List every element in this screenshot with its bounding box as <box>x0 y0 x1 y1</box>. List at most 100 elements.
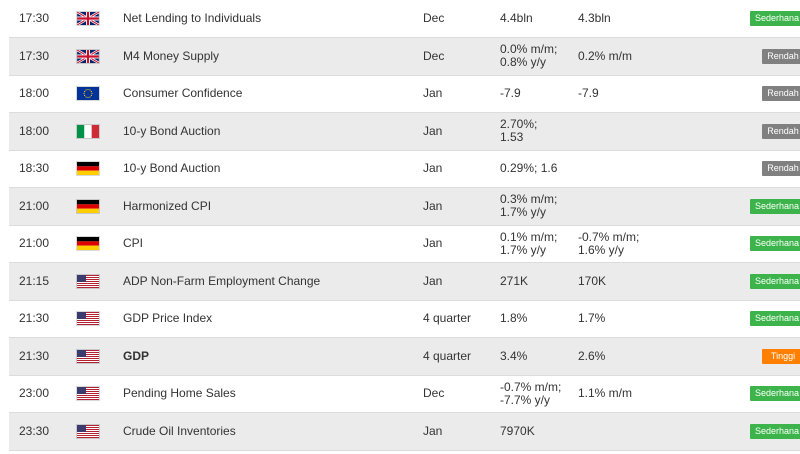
forecast-value-line-1: -0.7% m/m; <box>578 229 640 244</box>
table-row[interactable]: 23:30 Crude Oil Inventories Jan 7970K Seder… <box>9 412 800 451</box>
impact-cell: Sederhana <box>738 262 800 301</box>
country-flag-cell <box>77 225 123 263</box>
actual-value-cell: 0.0% m/m; 0.8% y/y <box>500 37 578 76</box>
actual-value-cell: 4.4bln <box>500 0 578 38</box>
forecast-value-cell <box>578 187 738 226</box>
actual-value-line-1: 0.0% m/m; <box>500 42 558 57</box>
germany-flag-icon <box>77 162 99 176</box>
table-row[interactable]: 21:30 GDP 4 quarter 3.4% 2.6% Tinggi <box>9 337 800 376</box>
impact-cell: Sederhana <box>738 300 800 338</box>
table-row[interactable]: 21:30 GDP Price Index 4 quarter 1.8% 1.7% Se… <box>9 300 800 338</box>
event-period: Dec <box>423 0 500 38</box>
event-period: Jan <box>423 412 500 451</box>
event-name[interactable]: M4 Money Supply <box>123 48 220 63</box>
event-name[interactable]: Pending Home Sales <box>123 386 236 401</box>
impact-badge: Rendah <box>762 48 800 64</box>
event-period: Jan <box>423 187 500 226</box>
forecast-value-cell: -7.9 <box>578 75 738 113</box>
italy-flag-icon <box>77 124 99 138</box>
impact-cell: Sederhana <box>738 187 800 226</box>
forecast-value-line-1: -7.9 <box>578 86 599 101</box>
event-time: 21:00 <box>9 225 77 263</box>
usa-flag-icon <box>77 312 99 326</box>
impact-cell: Rendah <box>738 75 800 113</box>
event-period: Jan <box>423 112 500 151</box>
event-name[interactable]: CPI <box>123 236 144 251</box>
country-flag-cell <box>77 0 123 38</box>
actual-value-line-1: -0.7% m/m; <box>500 379 562 394</box>
country-flag-cell <box>77 262 123 301</box>
event-name[interactable]: 10-y Bond Auction <box>123 161 221 176</box>
actual-value-line-1: 7970K <box>500 423 535 438</box>
event-time: 23:30 <box>9 412 77 451</box>
impact-badge: Rendah <box>762 123 800 139</box>
forecast-value-cell: 1.7% <box>578 300 738 338</box>
event-time: 17:30 <box>9 0 77 38</box>
event-name[interactable]: GDP Price Index <box>123 311 213 326</box>
event-name-cell: GDP <box>123 337 423 376</box>
event-name[interactable]: ADP Non-Farm Employment Change <box>123 273 321 288</box>
impact-badge: Rendah <box>762 86 800 102</box>
actual-value-line-1: 0.29%; 1.6 <box>500 161 558 176</box>
table-row[interactable]: 18:30 10-y Bond Auction Jan 0.29%; 1.6 Rend… <box>9 150 800 188</box>
event-period: Jan <box>423 262 500 301</box>
event-period: Dec <box>423 37 500 76</box>
actual-value-line-1: -7.9 <box>500 86 521 101</box>
event-name[interactable]: 10-y Bond Auction <box>123 123 221 138</box>
event-name[interactable]: Net Lending to Individuals <box>123 11 262 25</box>
event-time: 18:00 <box>9 112 77 151</box>
impact-badge: Rendah <box>762 161 800 177</box>
event-name-cell: Consumer Confidence <box>123 75 423 113</box>
event-time: 18:00 <box>9 75 77 113</box>
actual-value-line-1: 4.4bln <box>500 11 533 25</box>
forecast-value-cell: 0.2% m/m <box>578 37 738 76</box>
country-flag-cell <box>77 75 123 113</box>
country-flag-cell <box>77 300 123 338</box>
actual-value-cell: 0.3% m/m; 1.7% y/y <box>500 187 578 226</box>
event-name-cell: Harmonized CPI <box>123 187 423 226</box>
actual-value-cell: 7970K <box>500 412 578 451</box>
event-time: 17:30 <box>9 37 77 76</box>
eu-flag-icon <box>77 87 99 101</box>
usa-flag-icon <box>77 349 99 363</box>
forecast-value-cell: -0.7% m/m; 1.6% y/y <box>578 225 738 263</box>
forecast-value-cell <box>578 412 738 451</box>
actual-value-line-2: 0.8% y/y <box>500 55 547 70</box>
forecast-value-line-1: 0.2% m/m <box>578 48 633 63</box>
event-name-cell: GDP Price Index <box>123 300 423 338</box>
event-name[interactable]: Crude Oil Inventories <box>123 423 236 438</box>
impact-badge: Sederhana <box>749 386 800 402</box>
table-row[interactable]: 17:30 Net Lending to Individuals Dec 4.4bl… <box>9 0 800 38</box>
event-name[interactable]: GDP <box>123 348 150 363</box>
event-name-cell: M4 Money Supply <box>123 37 423 76</box>
impact-cell: Rendah <box>738 150 800 188</box>
country-flag-cell <box>77 375 123 413</box>
event-time: 21:30 <box>9 337 77 376</box>
event-name[interactable]: Harmonized CPI <box>123 198 212 213</box>
impact-cell: Rendah <box>738 37 800 76</box>
forecast-value-line-1: 1.1% m/m <box>578 386 633 401</box>
forecast-value-line-1: 1.7% <box>578 311 606 326</box>
actual-value-line-1: 0.1% m/m; <box>500 229 558 244</box>
table-row[interactable]: 23:00 Pending Home Sales Dec -0.7% m/m; -7.… <box>9 375 800 413</box>
actual-value-cell: 1.8% <box>500 300 578 338</box>
table-row[interactable]: 21:15 ADP Non-Farm Employment Change Jan 2… <box>9 262 800 301</box>
table-row[interactable]: 18:00 Consumer Confidence Jan -7.9 -7.9 Rend… <box>9 75 800 113</box>
table-row[interactable]: 21:00 CPI Jan 0.1% m/m; 1.7% y/y -0.7% m/m; 1… <box>9 225 800 263</box>
event-name[interactable]: Consumer Confidence <box>123 86 243 101</box>
impact-cell: Sederhana <box>738 375 800 413</box>
table-row[interactable]: 18:00 10-y Bond Auction Jan 2.70%; 1.53 Rend… <box>9 112 800 151</box>
country-flag-cell <box>77 337 123 376</box>
actual-value-cell: -0.7% m/m; -7.7% y/y <box>500 375 578 413</box>
event-period: Jan <box>423 150 500 188</box>
table-row[interactable]: 17:30 M4 Money Supply Dec 0.0% m/m; 0.8% y/… <box>9 37 800 76</box>
actual-value-cell: 0.1% m/m; 1.7% y/y <box>500 225 578 263</box>
actual-value-line-1: 271K <box>500 273 529 288</box>
forecast-value-cell: 1.1% m/m <box>578 375 738 413</box>
event-name-cell: Pending Home Sales <box>123 375 423 413</box>
economic-calendar-table: 17:30 Net Lending to Individuals Dec 4.4bl… <box>9 0 800 451</box>
impact-badge: Sederhana <box>749 423 800 439</box>
actual-value-cell: -7.9 <box>500 75 578 113</box>
uk-flag-icon <box>77 12 99 26</box>
table-row[interactable]: 21:00 Harmonized CPI Jan 0.3% m/m; 1.7% y/y… <box>9 187 800 226</box>
